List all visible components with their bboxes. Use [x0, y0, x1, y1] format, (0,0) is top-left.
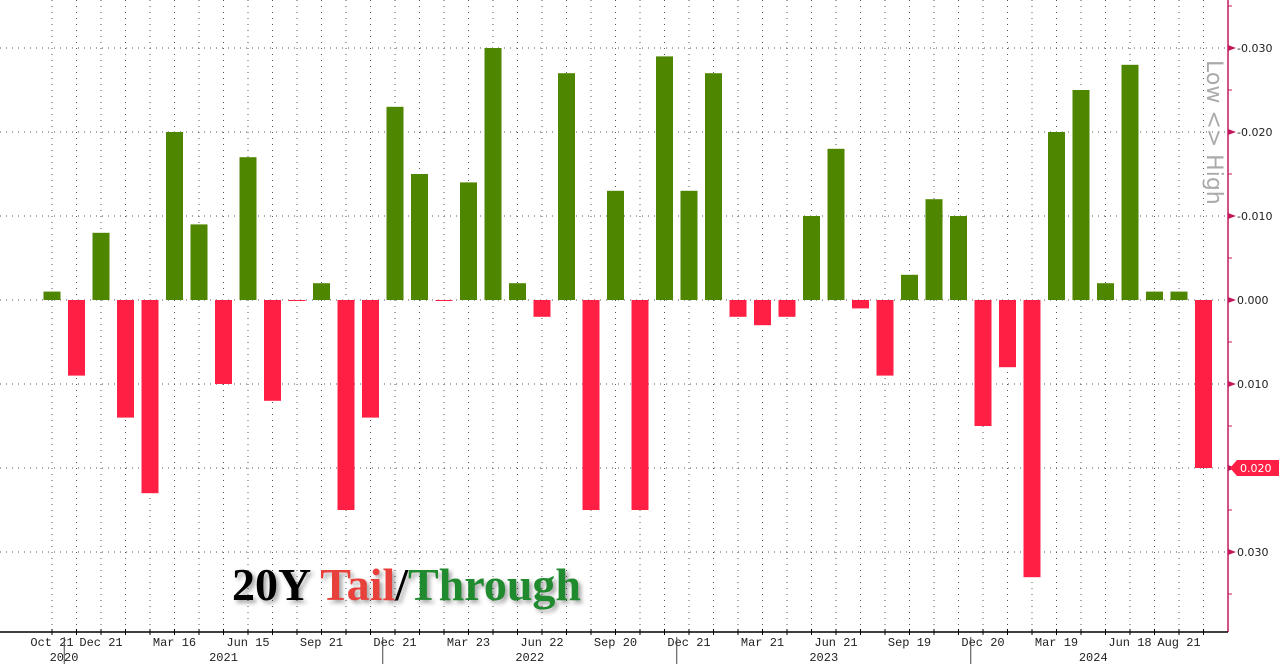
bar: [313, 283, 330, 300]
bar: [631, 300, 649, 510]
bar: [1097, 283, 1114, 300]
bar: [264, 300, 281, 401]
bar: [411, 174, 428, 300]
bar: [239, 157, 257, 300]
bar: [166, 132, 183, 300]
bar: [1170, 291, 1188, 300]
x-year-label: 2022: [515, 651, 544, 664]
x-year-label: 2023: [809, 651, 838, 664]
y-tick-marker: [1228, 549, 1236, 555]
bar: [803, 216, 820, 300]
x-tick-label: Sep 19: [888, 636, 931, 650]
bar: [141, 300, 159, 494]
bar: [582, 300, 600, 510]
x-tick-label: Mar 21: [741, 636, 784, 650]
x-tick-label: Dec 21: [667, 636, 710, 650]
bar: [729, 300, 747, 317]
bar: [215, 300, 232, 384]
bar: [190, 224, 208, 300]
last-value-label: 0.020: [1240, 462, 1272, 475]
y-tick-marker: [1228, 45, 1236, 51]
last-value-badge: [1230, 460, 1279, 476]
title-part-tail: Tail: [320, 559, 396, 610]
title-part-slash: /: [395, 559, 408, 610]
title-part-through: Through: [408, 559, 582, 610]
bar: [288, 300, 306, 301]
bar: [92, 232, 110, 300]
bar: [1072, 90, 1090, 300]
y-tick-label: -0.020: [1237, 126, 1272, 139]
x-tick-label: Dec 20: [961, 636, 1004, 650]
y-tick-label: -0.010: [1237, 210, 1272, 223]
bar: [974, 300, 992, 426]
bar: [117, 300, 134, 418]
bar: [460, 182, 477, 300]
bar: [680, 190, 698, 300]
bar: [533, 300, 551, 317]
bar: [607, 190, 624, 300]
bar: [43, 291, 61, 300]
bar: [435, 300, 453, 301]
bar: [656, 56, 673, 301]
x-tick-label: Mar 16: [153, 636, 196, 650]
x-tick-label: Aug 21: [1157, 636, 1200, 650]
x-tick-label: Jun 22: [520, 636, 563, 650]
bar: [68, 300, 85, 376]
bar: [337, 300, 355, 510]
bar: [778, 300, 796, 317]
y-axis-side-label: Low <> High: [1201, 60, 1226, 205]
bar: [876, 300, 894, 376]
bar: [1195, 300, 1212, 468]
bar: [1048, 132, 1065, 300]
bar: [827, 148, 845, 300]
bar: [362, 300, 379, 418]
x-year-label: 2021: [209, 651, 238, 664]
x-tick-label: Dec 21: [373, 636, 416, 650]
y-tick-marker: [1228, 297, 1236, 303]
bar: [484, 48, 502, 300]
x-tick-label: Jun 18: [1108, 636, 1151, 650]
y-tick-marker: [1228, 381, 1236, 387]
y-tick-marker: [1228, 129, 1236, 135]
x-tick-label: Dec 21: [79, 636, 122, 650]
x-tick-label: Sep 20: [594, 636, 637, 650]
chart-title: 20Y Tail/Through: [232, 558, 581, 611]
y-tick-label: 0.010: [1237, 378, 1269, 391]
x-tick-label: Oct 21: [30, 636, 73, 650]
x-tick-label: Sep 21: [300, 636, 343, 650]
bar: [901, 274, 918, 300]
bar: [1121, 64, 1139, 300]
x-tick-label: Jun 15: [226, 636, 269, 650]
bar: [705, 73, 722, 300]
bar: [1146, 291, 1163, 300]
bar: [509, 283, 526, 300]
bar: [950, 216, 967, 300]
x-tick-label: Mar 23: [447, 636, 490, 650]
x-tick-label: Jun 21: [814, 636, 857, 650]
bar: [925, 199, 943, 300]
y-tick-label: -0.030: [1237, 42, 1272, 55]
x-year-label: 2024: [1079, 651, 1108, 664]
bar: [386, 106, 404, 300]
bar: [999, 300, 1016, 368]
bar: [754, 300, 771, 326]
bar: [558, 73, 575, 300]
x-tick-label: Mar 19: [1035, 636, 1078, 650]
y-tick-label: 0.030: [1237, 546, 1269, 559]
title-part-20y: 20Y: [232, 559, 321, 610]
bar: [852, 300, 869, 309]
y-tick-label: 0.000: [1237, 294, 1269, 307]
y-tick-marker: [1228, 213, 1236, 219]
bar: [1023, 300, 1041, 578]
